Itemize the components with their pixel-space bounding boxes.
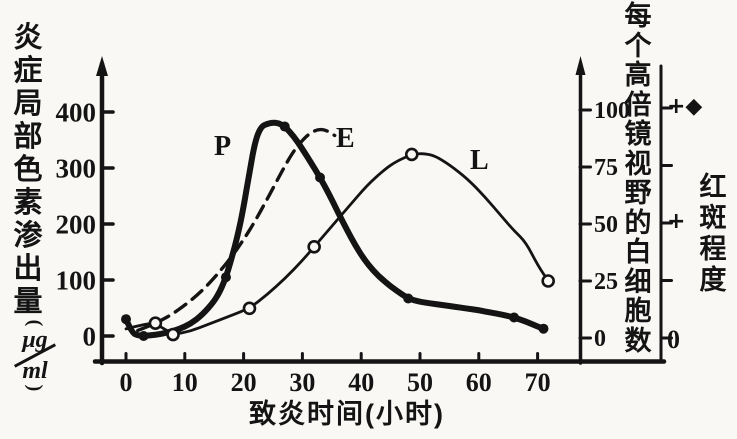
data-point-P	[220, 272, 231, 283]
right-axis-tick-label: 50	[594, 212, 618, 238]
data-point-L	[307, 240, 321, 254]
right-axis-tick-label: 75	[594, 155, 618, 181]
left-axis-arrowhead	[96, 56, 108, 76]
x-axis-tick-label: 70	[525, 368, 551, 397]
erythema-axis-title: 红斑程度	[699, 172, 727, 295]
curve-label-E: E	[336, 123, 355, 154]
left-axis-tick-label: 100	[56, 266, 97, 296]
unit-denominator: ml	[22, 358, 48, 384]
left-axis-tick-label: 0	[83, 322, 97, 352]
left-axis-title: 炎症局部色素渗出量	[13, 22, 43, 318]
left-axis-unit: ( μg ml )	[6, 318, 64, 393]
data-point-P	[509, 312, 520, 323]
curve-P	[123, 119, 547, 339]
data-point-L	[166, 327, 180, 342]
left-axis-tick-label: 400	[56, 98, 97, 128]
data-point-L	[404, 147, 419, 162]
x-axis-tick-label: 40	[348, 368, 374, 397]
right-axis-tick-label: 0	[594, 326, 606, 352]
data-point-P	[121, 314, 131, 325]
curve-L	[124, 152, 550, 335]
x-axis-title: 致炎时间(小时)	[249, 399, 445, 429]
left-axis-tick-label: 200	[56, 210, 97, 240]
right-axis-tick-label: 100	[594, 98, 630, 124]
erythema-tick-plus: +	[667, 209, 686, 234]
data-point-P	[279, 121, 290, 132]
data-point-L	[541, 274, 555, 288]
data-point-L	[242, 301, 257, 316]
curve-E	[136, 127, 337, 333]
x-axis-tick-label: 60	[466, 368, 492, 397]
erythema-tick-zero: 0	[667, 325, 680, 354]
x-axis-tick-label: 20	[231, 368, 257, 397]
right-axis-tick-label: 25	[594, 269, 618, 295]
curve-label-L: L	[470, 145, 489, 176]
data-point-P	[315, 172, 326, 183]
x-axis-tick-label: 10	[172, 368, 198, 397]
x-axis-tick-label: 50	[407, 368, 433, 397]
right-axis-arrowhead	[575, 56, 586, 75]
right-axis-title: 每个高倍镜视野的白细胞数	[624, 1, 652, 356]
x-axis-tick-label: 0	[120, 368, 133, 397]
erythema-tick-plus-plus: +◆	[667, 94, 703, 119]
data-point-L	[148, 316, 163, 330]
x-axis-tick-label: 30	[289, 368, 315, 397]
data-point-P	[138, 331, 149, 341]
data-point-P	[403, 293, 414, 304]
data-point-P	[538, 323, 549, 334]
curve-label-P: P	[214, 131, 232, 162]
left-axis-tick-label: 300	[56, 154, 97, 184]
